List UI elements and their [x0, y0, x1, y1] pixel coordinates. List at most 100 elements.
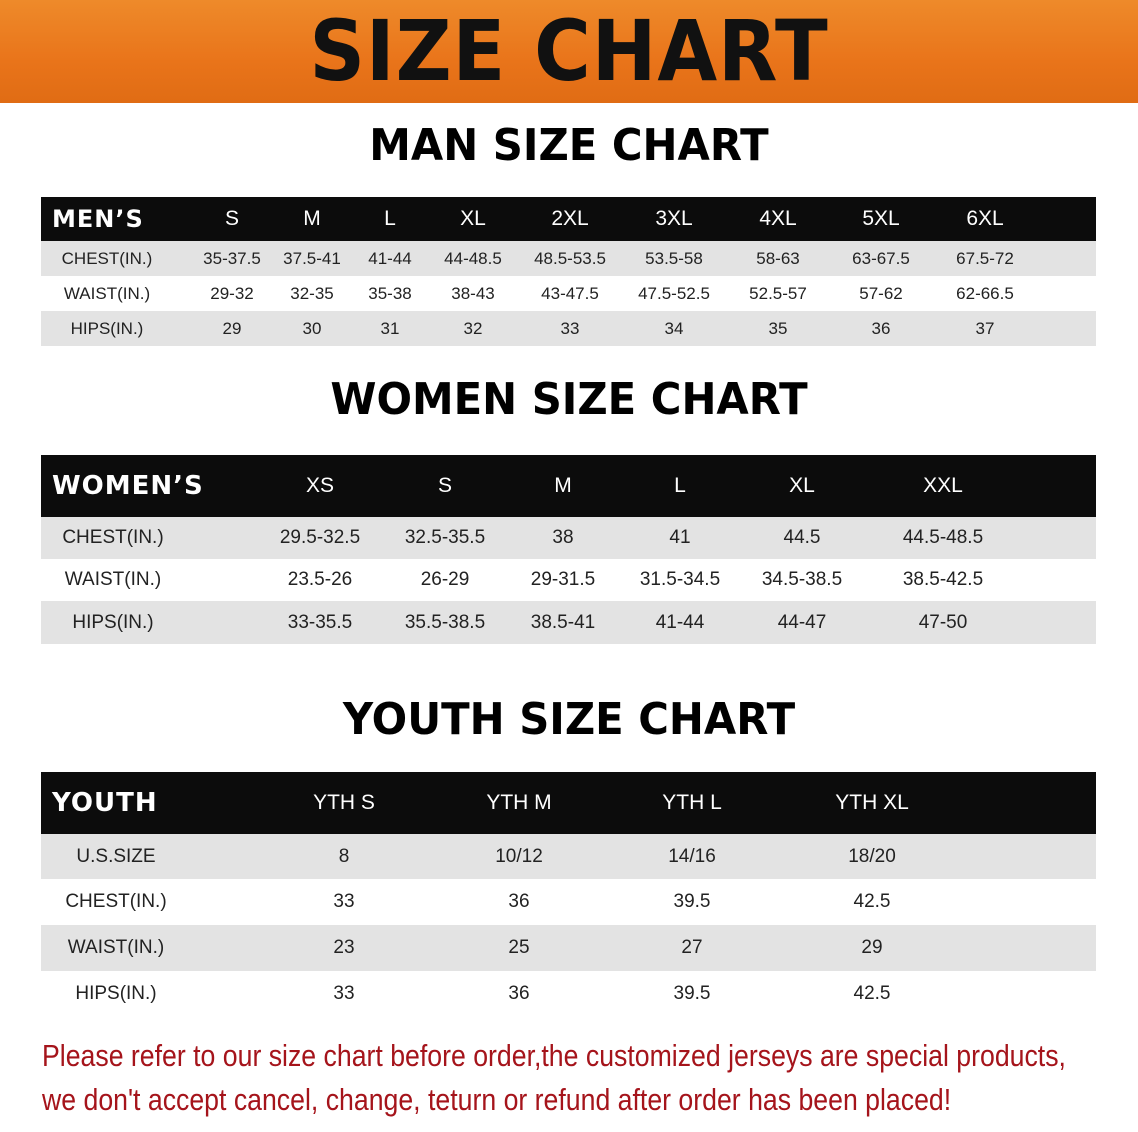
table-cell: 27 [681, 937, 703, 958]
notice-line-1: Please refer to our size chart before or… [42, 1038, 1066, 1073]
table-cell: 14/16 [668, 845, 716, 867]
size-column-header: YTH S [313, 791, 375, 814]
table-cell: 42.5 [853, 982, 891, 1004]
table-cell: 29-31.5 [530, 569, 596, 590]
size-column-header: XXL [923, 474, 963, 497]
size-column-header: L [384, 207, 396, 230]
table-cell: 41-44 [368, 248, 412, 268]
table-row: WAIST(IN.) 29-32 32-35 35-38 38-43 43-47.5 47.… [41, 276, 1096, 311]
row-label: CHEST(IN.) [62, 527, 164, 548]
table-cell: 8 [338, 845, 350, 867]
table-row: CHEST(IN.) 29.5-32.5 32.5-35.5 38 41 44.5 44.5… [41, 517, 1096, 559]
row-label: U.S.SIZE [76, 845, 156, 867]
table-cell: 57-62 [859, 283, 903, 303]
table-cell: 44.5-48.5 [902, 527, 984, 548]
table-cell: 18/20 [848, 845, 896, 867]
table-cell: 32.5-35.5 [404, 527, 486, 548]
table-row: CHEST(IN.) 33 36 39.5 42.5 [41, 879, 1096, 925]
table-cell: 23.5-26 [287, 569, 353, 590]
table-row: HIPS(IN.) 33 36 39.5 42.5 [41, 971, 1096, 1016]
table-cell: 43-47.5 [541, 283, 599, 303]
size-column-header: S [437, 474, 452, 497]
header-label: MEN’S [52, 205, 144, 233]
table-cell: 31 [380, 318, 400, 338]
table-cell: 41-44 [655, 611, 705, 633]
table-row: U.S.SIZE 8 10/12 14/16 18/20 [41, 834, 1096, 879]
table-cell: 26-29 [420, 569, 470, 590]
header-label: WOMEN’S [52, 471, 204, 501]
women-section-title: WOMEN SIZE CHART [330, 374, 808, 425]
table-cell: 48.5-53.5 [534, 248, 606, 268]
table-row: HIPS(IN.) 33-35.5 35.5-38.5 38.5-41 41-44 44-… [41, 601, 1096, 644]
size-column-header: XS [305, 474, 334, 497]
table-cell: 67.5-72 [956, 248, 1014, 268]
size-column-header: 2XL [551, 207, 589, 230]
table-cell: 10/12 [495, 845, 543, 867]
youth-section-title: YOUTH SIZE CHART [342, 694, 796, 745]
size-column-header: 4XL [759, 207, 797, 230]
banner-title: SIZE CHART [309, 2, 829, 100]
row-label: WAIST(IN.) [64, 569, 162, 590]
row-label: WAIST(IN.) [67, 937, 165, 958]
table-cell: 63-67.5 [852, 248, 910, 268]
table-cell: 44-47 [777, 611, 827, 633]
table-cell: 35-37.5 [203, 248, 261, 268]
women-size-table: WOMEN’S XS S M L XL XXL CHEST(IN.) 29.5-32.5 32.5… [41, 455, 1096, 644]
table-cell: 47.5-52.5 [638, 283, 710, 303]
size-column-header: XL [460, 207, 486, 230]
banner: SIZE CHART [0, 0, 1138, 103]
table-cell: 29 [861, 937, 883, 958]
table-cell: 39.5 [673, 982, 711, 1004]
table-cell: 32 [463, 318, 483, 338]
men-size-table: MEN’S S M L XL 2XL 3XL 4XL 5XL 6XL CHEST(IN.) 35-37… [41, 197, 1096, 346]
size-column-header: M [554, 474, 572, 497]
table-cell: 36 [508, 982, 530, 1004]
size-column-header: L [674, 474, 686, 497]
table-cell: 35-38 [368, 283, 412, 303]
row-label: HIPS(IN.) [72, 611, 154, 633]
size-column-header: 5XL [862, 207, 900, 230]
header-label: YOUTH [52, 788, 158, 818]
table-cell: 23 [333, 937, 355, 958]
row-label: CHEST(IN.) [61, 248, 153, 268]
table-cell: 38-43 [451, 283, 495, 303]
size-column-header: YTH M [486, 791, 552, 814]
table-cell: 31.5-34.5 [639, 569, 721, 590]
table-cell: 37 [975, 318, 995, 338]
table-cell: 29-32 [210, 283, 254, 303]
table-cell: 41 [669, 527, 691, 548]
table-header-row: YOUTH YTH S YTH M YTH L YTH XL [41, 772, 1096, 834]
table-cell: 33 [333, 891, 355, 912]
size-column-header: YTH L [662, 791, 722, 814]
table-cell: 29 [222, 318, 242, 338]
table-cell: 62-66.5 [956, 283, 1014, 303]
table-cell: 38.5-42.5 [902, 569, 984, 590]
table-cell: 52.5-57 [749, 283, 807, 303]
table-cell: 35 [768, 318, 788, 338]
size-column-header: XL [789, 474, 815, 497]
youth-size-table: YOUTH YTH S YTH M YTH L YTH XL U.S.SIZE 8 10/12… [41, 772, 1096, 1016]
table-cell: 34 [664, 318, 684, 338]
table-cell: 33 [560, 318, 580, 338]
notice-line-2: we don't accept cancel, change, teturn o… [42, 1082, 952, 1117]
table-header-row: MEN’S S M L XL 2XL 3XL 4XL 5XL 6XL [41, 197, 1096, 241]
size-column-header: S [224, 207, 239, 230]
table-cell: 29.5-32.5 [279, 527, 361, 548]
size-column-header: 3XL [655, 207, 693, 230]
table-cell: 25 [508, 937, 530, 958]
size-column-header: YTH XL [835, 791, 909, 814]
table-cell: 34.5-38.5 [761, 569, 843, 590]
table-cell: 44-48.5 [444, 248, 502, 268]
table-cell: 47-50 [918, 611, 968, 633]
table-row: HIPS(IN.) 29 30 31 32 33 34 35 36 37 [41, 311, 1096, 346]
table-cell: 44.5 [783, 527, 821, 548]
row-label: HIPS(IN.) [75, 982, 157, 1004]
table-cell: 37.5-41 [283, 248, 341, 268]
table-cell: 33-35.5 [287, 611, 353, 633]
table-header-row: WOMEN’S XS S M L XL XXL [41, 455, 1096, 517]
table-cell: 42.5 [853, 891, 891, 912]
table-cell: 38 [552, 527, 574, 548]
table-cell: 58-63 [756, 248, 800, 268]
table-cell: 35.5-38.5 [404, 611, 486, 633]
table-cell: 32-35 [290, 283, 334, 303]
